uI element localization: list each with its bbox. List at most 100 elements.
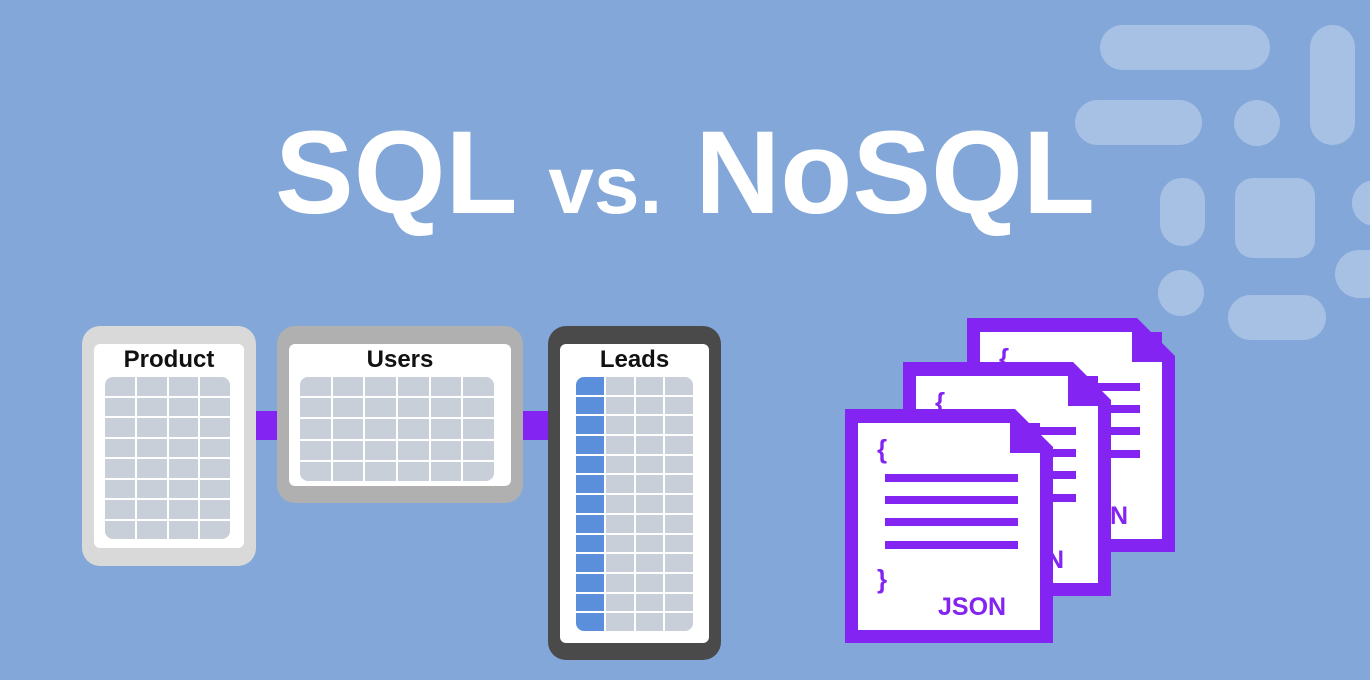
key-cell [576, 377, 604, 395]
table-cell [105, 377, 135, 396]
table-cell [200, 397, 230, 416]
table-cell [105, 500, 135, 519]
table-cell [605, 436, 634, 454]
key-cell [576, 455, 604, 474]
relation-connector [522, 411, 549, 440]
table-cell [665, 593, 693, 612]
page-fold-icon [1068, 376, 1098, 406]
decorative-pill [1075, 100, 1202, 145]
table-cell [665, 495, 693, 513]
table-cell [168, 397, 199, 416]
key-cell [576, 436, 604, 454]
table-cell [332, 377, 364, 397]
table-grid [300, 377, 494, 481]
table-cell [463, 398, 494, 418]
table-cell [635, 416, 664, 435]
table-cell [463, 377, 494, 397]
table-cell [635, 377, 664, 395]
decorative-pill [1335, 250, 1370, 298]
page-title: SQL vs. NoSQL [0, 108, 1370, 251]
table-cell [168, 418, 199, 437]
table-name: Product [123, 346, 215, 373]
table-cell [665, 613, 693, 631]
table-name: Users [366, 346, 434, 373]
title-nosql: NoSQL [695, 107, 1095, 239]
table-cell [168, 500, 199, 519]
open-brace: { [999, 343, 1009, 373]
table-cell [605, 416, 634, 435]
table-cell [300, 398, 331, 418]
table-cell [635, 613, 664, 631]
table-cell [168, 479, 199, 498]
table-cell [430, 419, 462, 439]
key-cell [576, 554, 604, 572]
table-cell [665, 475, 693, 494]
table-cell [665, 514, 693, 533]
table-cell [136, 479, 167, 498]
table-cell [605, 475, 634, 494]
table-cell [365, 461, 396, 481]
table-cell [365, 398, 396, 418]
table-cell [200, 520, 230, 539]
table-cell [168, 438, 199, 457]
table-cell [635, 475, 664, 494]
table-cell [635, 573, 664, 592]
table-cell [332, 398, 364, 418]
table-cell [136, 459, 167, 478]
key-cell [576, 416, 604, 435]
table-cell [168, 377, 199, 396]
table-cell [605, 396, 634, 415]
decorative-circle [1352, 180, 1370, 226]
table-cell [105, 397, 135, 416]
table-cell [200, 479, 230, 498]
table-cell [605, 573, 634, 592]
table-cell [605, 613, 634, 631]
table-cell [332, 440, 364, 460]
table-cell [463, 461, 494, 481]
text-line [885, 541, 1018, 549]
table-grid [105, 377, 230, 539]
json-document: {} JSON [845, 409, 1053, 643]
table-cell [665, 554, 693, 572]
key-cell [576, 475, 604, 494]
text-line [885, 474, 1018, 482]
table-cell [665, 534, 693, 553]
table-cell [105, 418, 135, 437]
open-brace: { [935, 387, 945, 417]
table-cell [665, 416, 693, 435]
table-cell [430, 398, 462, 418]
sql-table-users: Users [277, 326, 523, 503]
table-cell [300, 461, 331, 481]
key-cell [576, 396, 604, 415]
table-cell [365, 377, 396, 397]
table-cell [635, 554, 664, 572]
table-cell [605, 495, 634, 513]
table-grid [576, 377, 693, 631]
table-cell [605, 514, 634, 533]
table-cell [430, 440, 462, 460]
table-cell [463, 440, 494, 460]
table-cell [635, 514, 664, 533]
key-cell [576, 593, 604, 612]
table-cell [397, 377, 429, 397]
key-cell [576, 514, 604, 533]
table-cell [635, 495, 664, 513]
table-cell [605, 377, 634, 395]
sql-table-product: Product [82, 326, 256, 566]
key-cell [576, 613, 604, 631]
table-cell [136, 397, 167, 416]
table-cell [605, 554, 634, 572]
table-cell [200, 438, 230, 457]
table-cell [105, 438, 135, 457]
table-cell [365, 419, 396, 439]
decorative-pill [1160, 178, 1205, 246]
table-cell [430, 461, 462, 481]
page-fold-icon [1010, 423, 1040, 453]
table-cell [635, 455, 664, 474]
table-cell [605, 455, 634, 474]
decorative-circle [1158, 270, 1204, 316]
table-cell [665, 455, 693, 474]
decorative-pill [1228, 295, 1326, 340]
table-cell [635, 593, 664, 612]
key-cell [576, 534, 604, 553]
